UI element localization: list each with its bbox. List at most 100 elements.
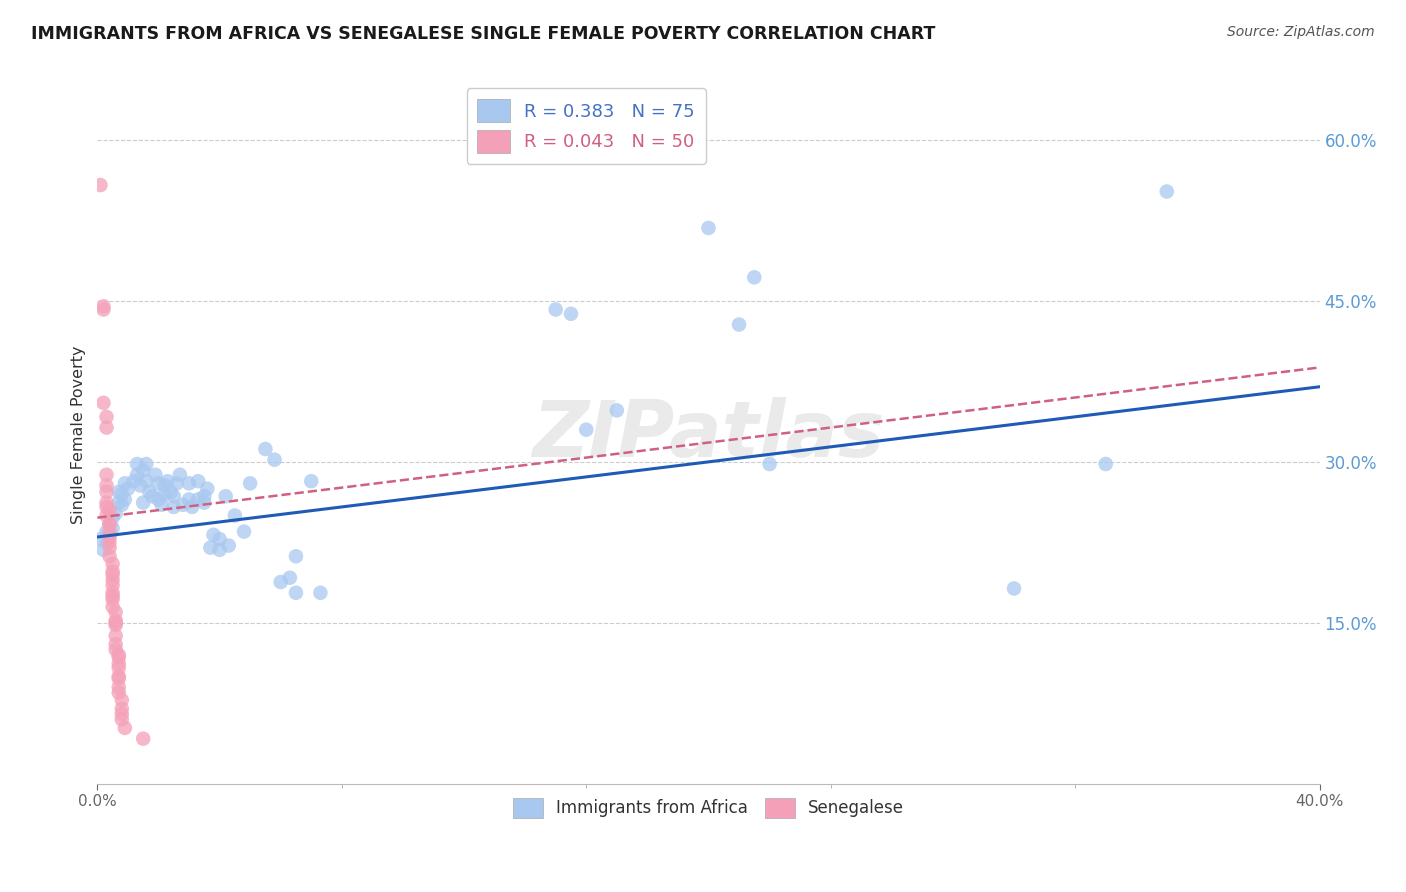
- Point: [96, 535, 118, 549]
- Point: [96, 524, 118, 539]
- Point: [104, 629, 127, 643]
- Point: [111, 706, 134, 721]
- Point: [96, 467, 118, 482]
- Point: [107, 661, 129, 675]
- Point: [101, 592, 124, 607]
- Point: [1156, 185, 1178, 199]
- Point: [575, 423, 598, 437]
- Point: [104, 507, 127, 521]
- Point: [104, 614, 127, 628]
- Point: [148, 492, 170, 507]
- Point: [285, 549, 308, 564]
- Point: [104, 637, 127, 651]
- Point: [177, 476, 200, 491]
- Point: [132, 495, 155, 509]
- Point: [104, 615, 127, 630]
- Point: [107, 495, 129, 509]
- Point: [96, 420, 118, 434]
- Point: [98, 528, 121, 542]
- Point: [98, 517, 121, 532]
- Point: [114, 492, 136, 507]
- Point: [98, 530, 121, 544]
- Point: [98, 517, 121, 532]
- Point: [172, 498, 194, 512]
- Point: [193, 489, 215, 503]
- Point: [101, 557, 124, 571]
- Point: [101, 564, 124, 578]
- Point: [101, 578, 124, 592]
- Point: [215, 489, 238, 503]
- Point: [218, 539, 240, 553]
- Point: [132, 463, 155, 477]
- Point: [254, 442, 277, 456]
- Point: [107, 484, 129, 499]
- Point: [195, 482, 218, 496]
- Point: [107, 680, 129, 694]
- Point: [1002, 582, 1025, 596]
- Point: [93, 299, 115, 313]
- Point: [187, 492, 209, 507]
- Text: IMMIGRANTS FROM AFRICA VS SENEGALESE SINGLE FEMALE POVERTY CORRELATION CHART: IMMIGRANTS FROM AFRICA VS SENEGALESE SIN…: [31, 25, 935, 43]
- Legend: Immigrants from Africa, Senegalese: Immigrants from Africa, Senegalese: [506, 791, 911, 824]
- Point: [107, 672, 129, 686]
- Point: [181, 500, 204, 514]
- Point: [200, 541, 222, 555]
- Point: [138, 484, 160, 499]
- Point: [101, 521, 124, 535]
- Point: [125, 467, 148, 482]
- Point: [98, 503, 121, 517]
- Point: [169, 467, 191, 482]
- Point: [278, 571, 301, 585]
- Point: [233, 524, 256, 539]
- Point: [98, 517, 121, 532]
- Point: [208, 542, 231, 557]
- Point: [153, 478, 176, 492]
- Point: [96, 495, 118, 509]
- Point: [758, 457, 780, 471]
- Point: [114, 721, 136, 735]
- Point: [101, 573, 124, 587]
- Point: [107, 648, 129, 662]
- Point: [135, 474, 157, 488]
- Point: [208, 532, 231, 546]
- Point: [107, 650, 129, 665]
- Point: [101, 599, 124, 614]
- Point: [285, 586, 308, 600]
- Point: [150, 498, 173, 512]
- Point: [606, 403, 628, 417]
- Point: [107, 657, 129, 671]
- Y-axis label: Single Female Poverty: Single Female Poverty: [72, 346, 86, 524]
- Point: [153, 487, 176, 501]
- Point: [163, 489, 186, 503]
- Point: [122, 474, 145, 488]
- Point: [111, 701, 134, 715]
- Point: [89, 178, 111, 192]
- Point: [107, 685, 129, 699]
- Point: [111, 498, 134, 512]
- Point: [93, 302, 115, 317]
- Point: [111, 487, 134, 501]
- Point: [111, 712, 134, 726]
- Point: [96, 484, 118, 499]
- Point: [104, 618, 127, 632]
- Point: [141, 489, 163, 503]
- Point: [148, 476, 170, 491]
- Point: [114, 476, 136, 491]
- Point: [187, 474, 209, 488]
- Point: [98, 549, 121, 564]
- Point: [89, 532, 111, 546]
- Point: [129, 478, 152, 492]
- Point: [163, 500, 186, 514]
- Point: [156, 474, 179, 488]
- Point: [98, 524, 121, 539]
- Point: [101, 586, 124, 600]
- Point: [98, 541, 121, 555]
- Point: [132, 731, 155, 746]
- Point: [177, 492, 200, 507]
- Point: [111, 693, 134, 707]
- Point: [697, 221, 720, 235]
- Point: [560, 307, 582, 321]
- Point: [1094, 457, 1116, 471]
- Point: [96, 500, 118, 514]
- Point: [728, 318, 751, 332]
